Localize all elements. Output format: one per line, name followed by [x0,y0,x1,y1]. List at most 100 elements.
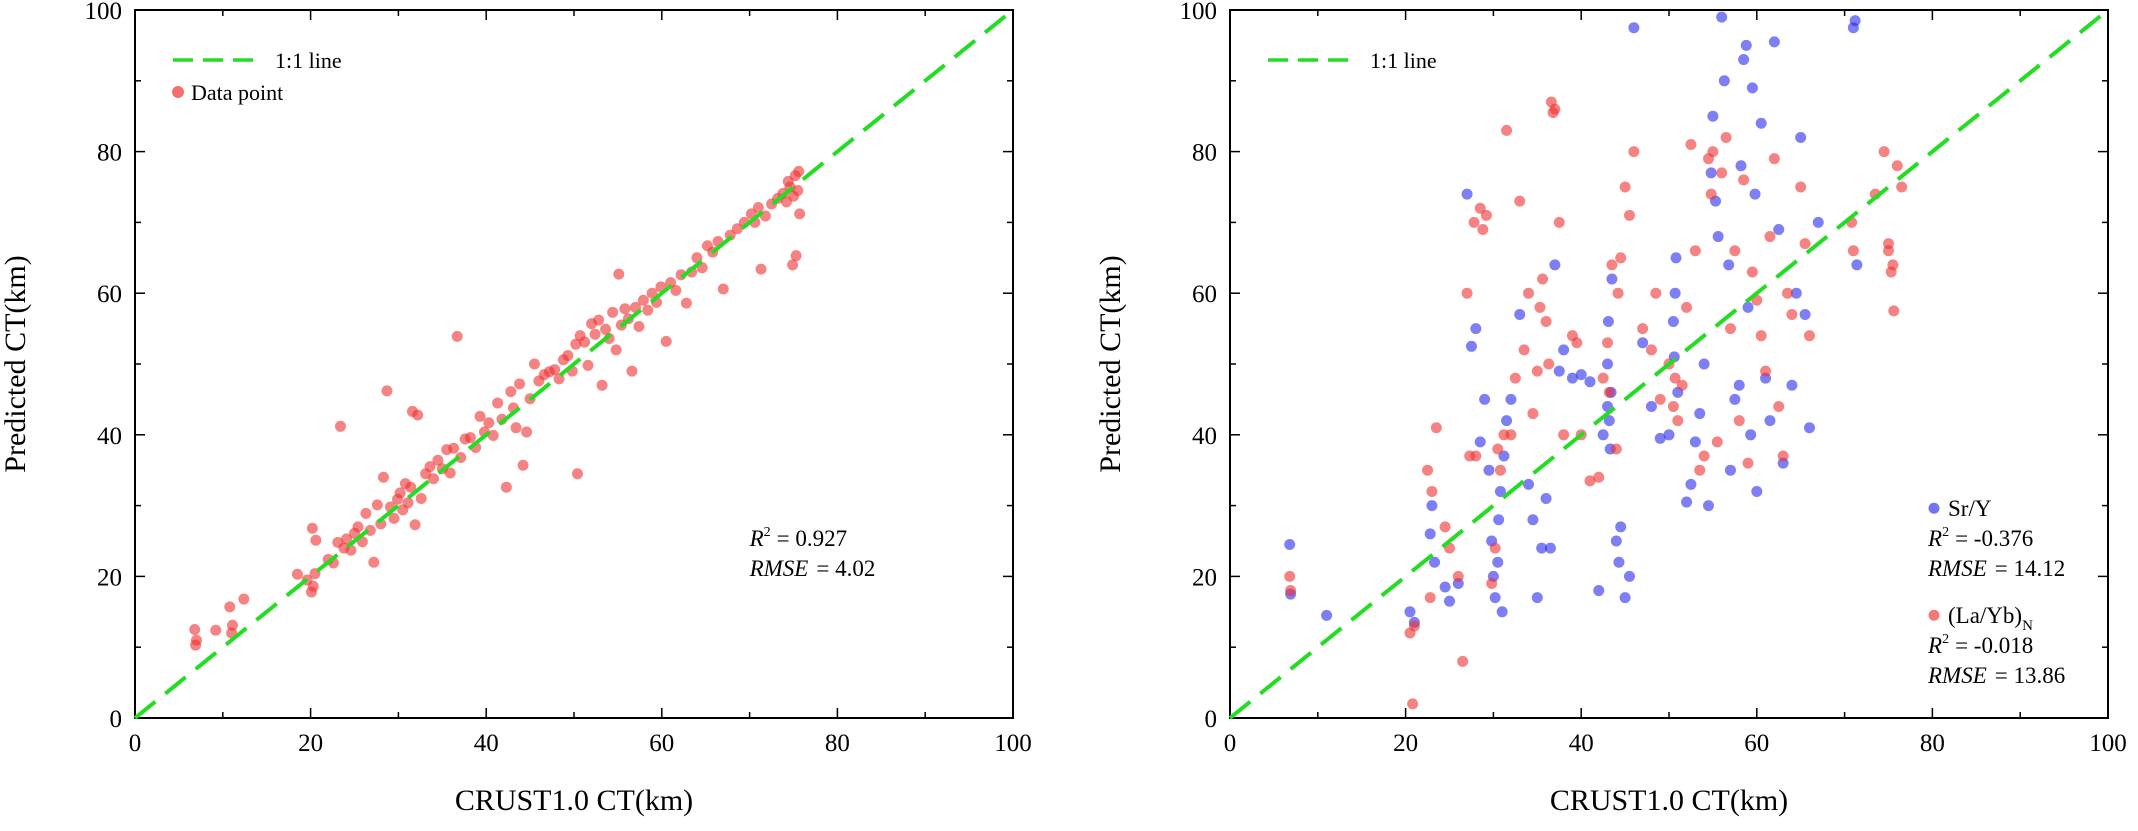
point--la-yb-n [1669,372,1681,384]
point-sr-y [1613,556,1625,568]
point-data-point [424,461,436,473]
point-data-point [619,303,631,315]
point-sr-y [1705,167,1717,179]
point-data-point [487,430,499,442]
point-data-point [388,512,400,524]
point-sr-y [1493,514,1505,526]
y-axis-title: Predicted CT(km) [1094,255,1127,472]
point--la-yb-n [1896,181,1908,193]
point--la-yb-n [1426,485,1438,497]
point--la-yb-n [1452,570,1464,582]
point-data-point [341,533,353,545]
point-data-point [210,624,222,636]
point-sr-y [1461,188,1473,200]
point--la-yb-n [1422,464,1434,476]
point-data-point [371,499,383,511]
point-data-point [238,593,250,605]
point-data-point [633,320,645,332]
stat-series-marker [1928,502,1940,514]
point-sr-y [1851,259,1863,271]
point-sr-y [1501,415,1513,427]
y-tick-label: 60 [1192,281,1217,308]
point-sr-y [1663,429,1675,441]
point--la-yb-n [1408,620,1420,632]
point-data-point [665,277,677,289]
point-sr-y [1603,415,1615,427]
point--la-yb-n [1698,450,1710,462]
point--la-yb-n [1650,287,1662,299]
point-data-point [368,556,380,568]
point-data-point [642,304,654,316]
point-sr-y [1703,500,1715,512]
point--la-yb-n [1284,570,1296,582]
point-data-point [637,294,649,306]
point-data-point [291,568,303,580]
point-data-point [334,420,346,432]
point--la-yb-n [1407,698,1419,710]
point-data-point [402,497,414,509]
point--la-yb-n [1470,450,1482,462]
point-sr-y [1544,542,1556,554]
point--la-yb-n [1777,450,1789,462]
x-tick-label: 60 [1744,730,1769,757]
point-data-point [428,473,440,485]
x-tick-label: 20 [298,730,323,757]
point-sr-y [1531,592,1543,604]
x-tick-label: 100 [994,730,1032,757]
point--la-yb-n [1685,139,1697,151]
y-tick-label: 20 [1192,564,1217,591]
point-data-point [415,493,427,505]
point--la-yb-n [1480,209,1492,221]
point-sr-y [1669,287,1681,299]
point-sr-y [1584,376,1596,388]
point-data-point [464,432,476,444]
point--la-yb-n [1637,323,1649,335]
point-data-point [717,283,729,295]
point-data-point [432,454,444,466]
point-data-point [505,386,517,398]
stats: R2 = 0.927 RMSE = 4.02 [749,525,876,581]
point-sr-y [1494,485,1506,497]
point-sr-y [1284,539,1296,551]
point--la-yb-n [1654,393,1666,405]
point--la-yb-n [1553,216,1565,228]
point--la-yb-n [1689,245,1701,257]
point--la-yb-n [1623,209,1635,221]
one-to-one-line [1228,8,2110,720]
legend-line-label: 1:1 line [275,48,342,73]
panel-left: 0 20 40 60 80 100 0 20 40 60 80 100 CRUST1.0 CT(km) P… [0,0,1032,817]
point-sr-y [1768,36,1780,48]
point--la-yb-n [1672,415,1684,427]
point-sr-y [1681,496,1693,508]
point-data-point [528,358,540,370]
point-data-point [593,314,605,326]
point--la-yb-n [1489,542,1501,554]
point-data-point [646,287,658,299]
point-sr-y [1735,160,1747,172]
point-data-point [190,639,202,651]
point-data-point [364,524,376,536]
point-sr-y [1685,478,1697,490]
point-data-point [514,378,526,390]
point--la-yb-n [1486,577,1498,589]
point-sr-y [1628,22,1640,34]
x-tick-label: 80 [825,730,850,757]
point-data-point [310,534,322,546]
point-sr-y [1745,429,1757,441]
point--la-yb-n [1755,330,1767,342]
point--la-yb-n [1285,585,1297,597]
point--la-yb-n [1543,358,1555,370]
y-tick-label: 40 [97,423,122,450]
legend: 1:1 line [1268,48,1437,73]
point--la-yb-n [1523,287,1535,299]
legend-point-label: Data point [191,80,283,105]
point--la-yb-n [1645,344,1657,356]
point--la-yb-n [1514,195,1526,207]
point-data-point [680,297,692,309]
point--la-yb-n [1729,245,1741,257]
point-data-point [307,580,319,592]
point-sr-y [1712,231,1724,243]
x-tick-label: 0 [129,730,142,757]
point--la-yb-n [1878,146,1890,158]
point-sr-y [1593,585,1605,597]
